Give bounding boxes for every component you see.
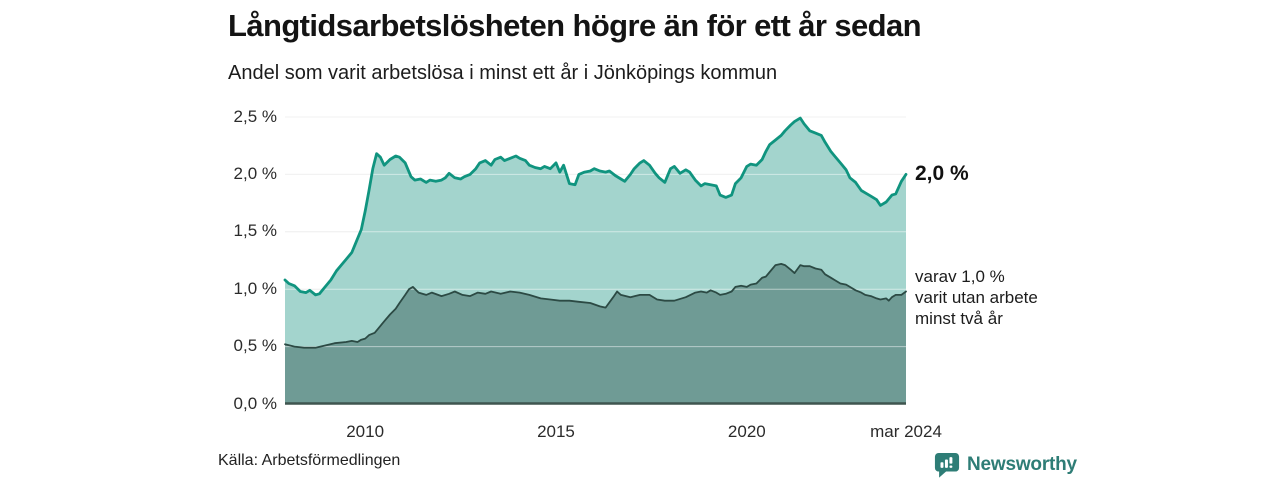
- brand-logo: Newsworthy: [934, 451, 1077, 479]
- y-tick-label: 1,5 %: [233, 221, 277, 241]
- annotation-line: varav 1,0 %: [915, 267, 1005, 286]
- area-fill-two-years: [285, 263, 906, 404]
- annotation-line: minst två år: [915, 309, 1003, 328]
- x-tick-label: 2015: [537, 422, 575, 441]
- x-tick-label: 2020: [727, 422, 766, 441]
- series-line-two-years: [284, 263, 907, 349]
- series-end-value-total: 2,0 %: [915, 162, 969, 185]
- source-caption: Källa: Arbetsförmedlingen: [218, 452, 401, 469]
- y-tick-label: 2,0 %: [233, 163, 277, 183]
- y-tick-label: 1,0 %: [233, 278, 277, 298]
- y-tick-label: 2,5 %: [233, 106, 277, 126]
- y-tick-label: 0,5 %: [233, 336, 277, 356]
- annotation-line: varit utan arbete: [915, 288, 1038, 307]
- newsworthy-chart-bubble-icon: [934, 452, 960, 479]
- page-title: Långtidsarbetslösheten högre än för ett …: [228, 8, 922, 43]
- series-line-total: [283, 116, 908, 297]
- series-annotation-two-years: varav 1,0 % varit utan arbete minst två …: [915, 266, 1038, 329]
- x-tick-label: mar 2024: [870, 422, 942, 441]
- brand-name: Newsworthy: [967, 454, 1077, 475]
- x-tick-label: 2010: [346, 422, 385, 441]
- y-tick-label: 0,0 %: [233, 393, 277, 413]
- chart-subtitle: Andel som varit arbetslösa i minst ett å…: [228, 62, 778, 84]
